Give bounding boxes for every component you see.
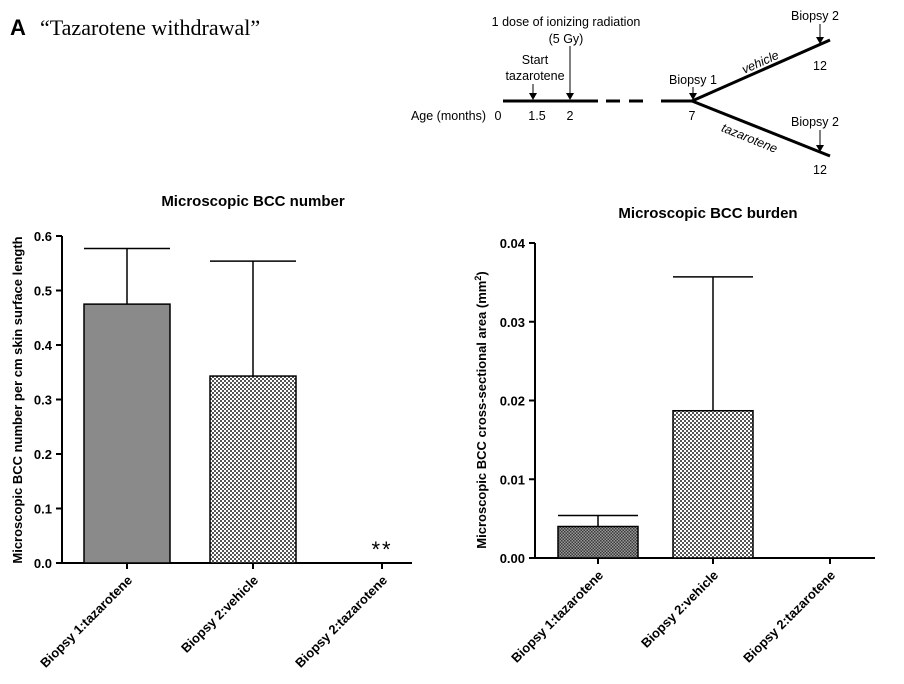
panel-title: “Tazarotene withdrawal” bbox=[40, 15, 260, 40]
chart-bcc-number: Microscopic BCC number Microscopic BCC n… bbox=[10, 193, 412, 670]
start-drug-label: tazarotene bbox=[505, 69, 564, 83]
arrow-down-icon bbox=[816, 145, 824, 152]
panel-letter: A bbox=[10, 15, 26, 40]
radiation-dose-label: (5 Gy) bbox=[549, 32, 584, 46]
arrow-down-icon bbox=[689, 93, 697, 100]
biopsy2-lower-label: Biopsy 2 bbox=[791, 115, 839, 129]
timeline-branch-lower bbox=[691, 99, 831, 158]
biopsy2-upper-label: Biopsy 2 bbox=[791, 9, 839, 23]
y-tick-label: 0.03 bbox=[500, 315, 525, 330]
y-tick-label: 0.04 bbox=[500, 236, 526, 251]
start-label: Start bbox=[522, 53, 549, 67]
category-label: Biopsy 1:tazarotene bbox=[508, 568, 606, 666]
category-label: Biopsy 2:tazarotene bbox=[292, 573, 390, 671]
y-tick-label: 0.3 bbox=[34, 393, 52, 408]
arrow-down-icon bbox=[529, 93, 537, 100]
y-tick-label: 0.6 bbox=[34, 229, 52, 244]
timeline-tick-label: 12 bbox=[813, 59, 827, 73]
timeline-tick-label: 2 bbox=[567, 109, 574, 123]
category-label: Biopsy 2:vehicle bbox=[638, 568, 721, 651]
bar bbox=[83, 303, 171, 564]
timeline-diagram: Age (months) 0 1.5 2 7 12 12 1 dose of i… bbox=[411, 9, 839, 177]
chart-title: Microscopic BCC burden bbox=[618, 205, 797, 222]
timeline-axis-label: Age (months) bbox=[411, 109, 486, 123]
y-axis-label: Microscopic BCC number per cm skin surfa… bbox=[10, 236, 25, 563]
category-label: Biopsy 2:tazarotene bbox=[740, 568, 838, 666]
y-tick-label: 0.2 bbox=[34, 447, 52, 462]
y-tick-label: 0.00 bbox=[500, 551, 525, 566]
chart-title: Microscopic BCC number bbox=[161, 193, 345, 210]
category-label: Biopsy 2:vehicle bbox=[178, 573, 261, 656]
branch-tazarotene-label: tazarotene bbox=[719, 121, 779, 156]
timeline-tick-label: 1.5 bbox=[528, 109, 545, 123]
y-tick-label: 0.01 bbox=[500, 472, 525, 487]
y-tick-label: 0.0 bbox=[34, 556, 52, 571]
y-tick-label: 0.02 bbox=[500, 394, 525, 409]
significance-label: ** bbox=[371, 537, 392, 562]
timeline-tick-label: 0 bbox=[495, 109, 502, 123]
arrow-down-icon bbox=[816, 37, 824, 44]
timeline-tick-label: 12 bbox=[813, 163, 827, 177]
category-label: Biopsy 1:tazarotene bbox=[37, 573, 135, 671]
y-axis-label: Microscopic BCC cross-sectional area (mm… bbox=[473, 271, 489, 548]
arrow-down-icon bbox=[566, 93, 574, 100]
timeline-tick-label: 7 bbox=[689, 109, 696, 123]
bar bbox=[557, 525, 639, 559]
timeline-branch-upper bbox=[691, 38, 831, 103]
y-tick-label: 0.5 bbox=[34, 284, 52, 299]
biopsy1-label: Biopsy 1 bbox=[669, 73, 717, 87]
y-tick-label: 0.1 bbox=[34, 502, 52, 517]
radiation-label: 1 dose of ionizing radiation bbox=[492, 15, 641, 29]
bar bbox=[672, 409, 754, 559]
bar bbox=[209, 375, 297, 564]
chart-bcc-burden: Microscopic BCC burden Microscopic BCC c… bbox=[473, 205, 875, 665]
y-tick-label: 0.4 bbox=[34, 338, 53, 353]
